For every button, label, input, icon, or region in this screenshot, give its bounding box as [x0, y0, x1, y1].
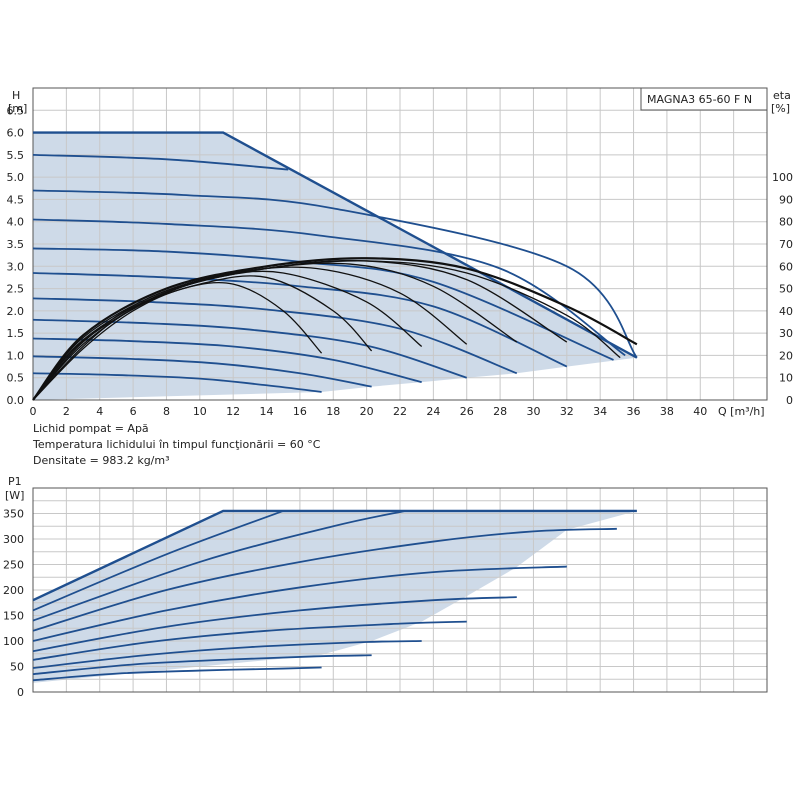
flow-tick-label: 26 — [460, 405, 474, 418]
efficiency-curve-0 — [32, 257, 638, 401]
head-curve-9 — [32, 355, 372, 388]
fluid-notes: Lichid pompat = Apă Temperatura lichidul… — [32, 422, 321, 467]
power-chart: 0 50 100 150 200 250 300 350 P1 [W] — [3, 475, 768, 699]
head-tick-label: 1.5 — [7, 327, 25, 340]
head-curve-10 — [32, 372, 322, 393]
note-temperature: Temperatura lichidului în timpul funcţio… — [32, 438, 321, 451]
efficiency-curve-4 — [32, 266, 468, 401]
model-label: MAGNA3 65-60 F N — [647, 93, 752, 106]
head-tick-label: 6.5 — [7, 104, 25, 117]
efficiency-curve-5 — [32, 270, 423, 401]
flow-tick-label: 12 — [226, 405, 240, 418]
power-curve-6 — [32, 620, 467, 661]
head-curve-1 — [32, 153, 289, 171]
eta-tick-label: 30 — [779, 327, 793, 340]
power-curve-9 — [32, 666, 322, 682]
power-chart-frame — [32, 487, 768, 693]
power-tick-label: 250 — [3, 559, 24, 572]
head-axis-label: H — [12, 89, 20, 102]
flow-tick-label: 14 — [260, 405, 274, 418]
power-curve-7 — [32, 640, 422, 669]
head-chart-frame — [32, 87, 768, 401]
eta-axis-label: eta — [773, 89, 791, 102]
efficiency-curve-7 — [32, 281, 323, 401]
head-curve-3 — [32, 218, 626, 357]
head-tick-label: 5.5 — [7, 149, 25, 162]
flow-tick-label: 34 — [593, 405, 607, 418]
flow-tick-label: 4 — [96, 405, 103, 418]
power-tick-label: 200 — [3, 584, 24, 597]
eta-tick-label: 10 — [779, 372, 793, 385]
eta-tick-label: 90 — [779, 193, 793, 206]
operating-range-area — [33, 510, 637, 683]
note-density: Densitate = 983.2 kg/m³ — [33, 454, 170, 467]
power-tick-label: 150 — [3, 610, 24, 623]
head-tick-label: 3.0 — [7, 260, 25, 273]
head-curve-2 — [32, 189, 638, 359]
power-tick-label: 350 — [3, 508, 24, 521]
eta-tick-label: 0 — [786, 394, 793, 407]
power-tick-label: 50 — [10, 661, 24, 674]
eta-tick-label: 70 — [779, 238, 793, 251]
power-curve-2 — [32, 510, 406, 622]
flow-tick-label: 18 — [326, 405, 340, 418]
head-tick-label: 4.0 — [7, 216, 25, 229]
flow-axis-label: Q [m³/h] — [718, 405, 765, 418]
head-curve-5 — [32, 272, 568, 368]
power-curve-4 — [32, 565, 567, 642]
flow-tick-label: 30 — [526, 405, 540, 418]
head-tick-label: 3.5 — [7, 238, 25, 251]
head-curve-8 — [32, 337, 422, 384]
flow-tick-label: 40 — [693, 405, 707, 418]
flow-tick-label: 10 — [193, 405, 207, 418]
flow-tick-label: 16 — [293, 405, 307, 418]
flow-tick-label: 36 — [627, 405, 641, 418]
power-tick-label: 100 — [3, 635, 24, 648]
flow-tick-label: 32 — [560, 405, 574, 418]
eta-axis-unit: [%] — [771, 102, 790, 115]
head-tick-label: 2.5 — [7, 283, 25, 296]
head-tick-label: 1.0 — [7, 349, 25, 362]
head-tick-label: 5.0 — [7, 171, 25, 184]
eta-tick-label: 80 — [779, 216, 793, 229]
flow-tick-label: 6 — [130, 405, 137, 418]
head-chart: 0.0 0.5 1.0 1.5 2.0 2.5 3.0 3.5 4.0 4.5 5.0 5.5 6.0 6… — [7, 87, 793, 418]
flow-tick-label: 22 — [393, 405, 407, 418]
note-liquid: Lichid pompat = Apă — [33, 422, 149, 435]
power-curve-0 — [32, 509, 637, 602]
head-tick-label: 0.5 — [7, 372, 25, 385]
power-curve-8 — [32, 654, 372, 676]
eta-tick-label: 40 — [779, 305, 793, 318]
power-tick-label: 300 — [3, 533, 24, 546]
power-curve-3 — [32, 527, 617, 632]
power-curve-1 — [32, 510, 284, 612]
flow-tick-label: 28 — [493, 405, 507, 418]
eta-tick-label: 50 — [779, 283, 793, 296]
power-tick-label: 0 — [17, 686, 24, 699]
head-curve-0 — [33, 131, 638, 359]
head-tick-label: 4.5 — [7, 193, 25, 206]
model-label-box — [640, 87, 768, 111]
head-tick-label: 0.0 — [7, 394, 25, 407]
head-tick-label: 2.0 — [7, 305, 25, 318]
flow-tick-label: 0 — [30, 405, 37, 418]
flow-tick-label: 2 — [63, 405, 70, 418]
power-axis-unit: [W] — [5, 489, 24, 502]
eta-tick-label: 20 — [779, 349, 793, 362]
power-axis-label: P1 — [8, 475, 22, 488]
flow-tick-label: 8 — [163, 405, 170, 418]
flow-tick-label: 24 — [426, 405, 440, 418]
eta-tick-label: 100 — [772, 171, 793, 184]
power-curve-5 — [32, 596, 517, 653]
flow-tick-label: 38 — [660, 405, 674, 418]
eta-tick-label: 60 — [779, 260, 793, 273]
head-tick-label: 6.0 — [7, 127, 25, 140]
head-curve-6 — [32, 297, 518, 375]
head-axis-unit: [m] — [8, 102, 27, 115]
flow-tick-label: 20 — [360, 405, 374, 418]
